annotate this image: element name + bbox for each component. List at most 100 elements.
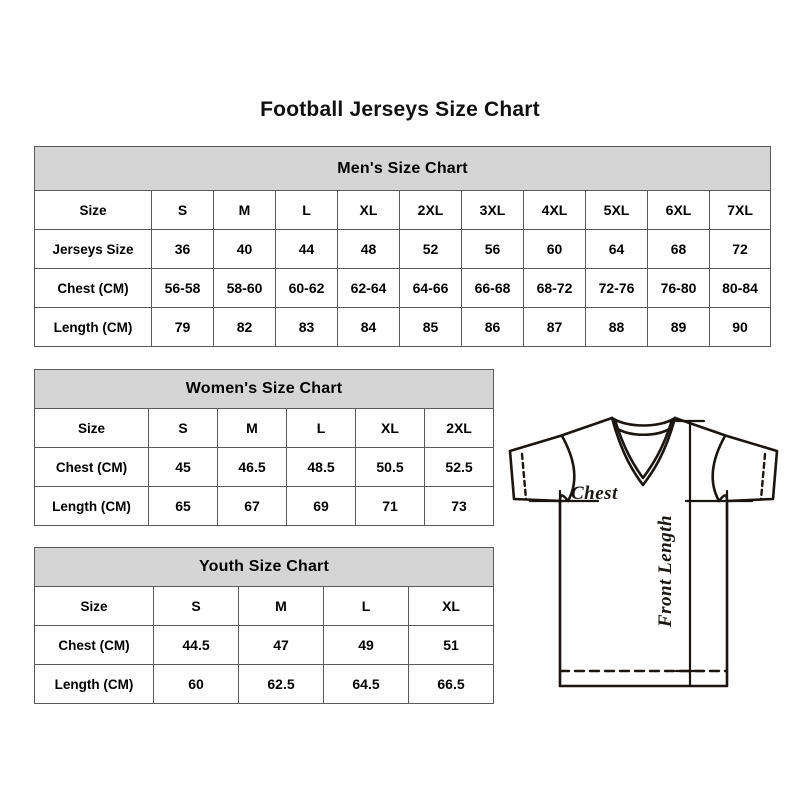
mens-header-xl: XL: [337, 190, 400, 230]
table-row: Chest (CM) 45 46.5 48.5 50.5 52.5: [34, 447, 495, 487]
table-cell: 65: [148, 486, 218, 526]
womens-header-l: L: [286, 408, 356, 448]
table-cell: 62-64: [337, 268, 400, 308]
table-cell: 80-84: [708, 268, 772, 308]
youth-header-xl: XL: [407, 586, 495, 626]
table-cell: 62.5: [238, 664, 324, 704]
table-row: Chest (CM) 44.5 47 49 51: [34, 625, 495, 665]
womens-header-2xl: 2XL: [423, 408, 495, 448]
table-cell: 60: [523, 229, 586, 269]
table-cell: 60: [153, 664, 239, 704]
mens-header-size: Size: [34, 190, 152, 230]
table-cell: 87: [523, 307, 586, 347]
table-cell: 72: [708, 229, 772, 269]
womens-band-title: Women's Size Chart: [33, 369, 495, 409]
table-cell: 48: [337, 229, 400, 269]
mens-header-7xl: 7XL: [708, 190, 772, 230]
womens-header-size: Size: [34, 408, 149, 448]
table-cell: 67: [217, 486, 287, 526]
table-cell: 56-58: [151, 268, 214, 308]
table-cell: 46.5: [217, 447, 287, 487]
table-cell: 40: [213, 229, 276, 269]
table-cell: 52: [399, 229, 462, 269]
table-cell: 44.5: [153, 625, 239, 665]
mens-header-2xl: 2XL: [399, 190, 462, 230]
table-band-row: Youth Size Chart: [33, 547, 495, 587]
table-cell: 82: [213, 307, 276, 347]
table-cell: 64: [585, 229, 648, 269]
table-cell: 89: [647, 307, 710, 347]
table-cell: 64.5: [323, 664, 409, 704]
table-cell: 50.5: [355, 447, 425, 487]
womens-row-label-length: Length (CM): [34, 486, 149, 526]
table-header-row: Size S M L XL: [34, 586, 495, 626]
youth-header-m: M: [238, 586, 324, 626]
table-band-row: Women's Size Chart: [33, 369, 495, 409]
mens-header-6xl: 6XL: [647, 190, 710, 230]
table-cell: 66-68: [461, 268, 524, 308]
table-row: Jerseys Size 36 40 44 48 52 56 60 64 68 …: [34, 229, 772, 269]
youth-header-l: L: [323, 586, 409, 626]
table-band-row: Men's Size Chart: [33, 146, 772, 191]
womens-header-s: S: [148, 408, 218, 448]
mens-size-chart-table: Men's Size Chart Size S M L XL 2XL 3XL 4…: [33, 146, 772, 347]
youth-row-label-chest: Chest (CM): [34, 625, 154, 665]
mens-header-5xl: 5XL: [585, 190, 648, 230]
table-header-row: Size S M L XL 2XL 3XL 4XL 5XL 6XL 7XL: [34, 190, 772, 230]
table-cell: 76-80: [647, 268, 710, 308]
table-cell: 58-60: [213, 268, 276, 308]
table-cell: 52.5: [423, 447, 495, 487]
youth-band-title: Youth Size Chart: [33, 547, 495, 587]
youth-header-s: S: [153, 586, 239, 626]
table-cell: 48.5: [286, 447, 356, 487]
chest-measurement-label: Chest: [571, 483, 618, 504]
table-cell: 72-76: [585, 268, 648, 308]
youth-size-chart-table: Youth Size Chart Size S M L XL Chest (CM…: [33, 547, 495, 704]
table-cell: 36: [151, 229, 214, 269]
table-row: Length (CM) 65 67 69 71 73: [34, 486, 495, 526]
table-header-row: Size S M L XL 2XL: [34, 408, 495, 448]
mens-row-label-length: Length (CM): [34, 307, 152, 347]
table-cell: 45: [148, 447, 218, 487]
table-cell: 83: [275, 307, 338, 347]
table-cell: 66.5: [407, 664, 495, 704]
mens-header-3xl: 3XL: [461, 190, 524, 230]
table-cell: 85: [399, 307, 462, 347]
mens-header-s: S: [151, 190, 214, 230]
table-cell: 68: [647, 229, 710, 269]
table-cell: 90: [708, 307, 772, 347]
mens-header-l: L: [275, 190, 338, 230]
table-row: Length (CM) 60 62.5 64.5 66.5: [34, 664, 495, 704]
table-cell: 79: [151, 307, 214, 347]
table-row: Length (CM) 79 82 83 84 85 86 87 88 89 9…: [34, 307, 772, 347]
table-cell: 49: [323, 625, 409, 665]
youth-header-size: Size: [34, 586, 154, 626]
table-cell: 64-66: [399, 268, 462, 308]
table-cell: 60-62: [275, 268, 338, 308]
front-length-measurement-label: Front Length: [655, 514, 677, 628]
womens-row-label-chest: Chest (CM): [34, 447, 149, 487]
table-cell: 68-72: [523, 268, 586, 308]
table-cell: 84: [337, 307, 400, 347]
table-row: Chest (CM) 56-58 58-60 60-62 62-64 64-66…: [34, 268, 772, 308]
table-cell: 88: [585, 307, 648, 347]
page-title: Football Jerseys Size Chart: [260, 98, 540, 121]
table-cell: 44: [275, 229, 338, 269]
youth-row-label-length: Length (CM): [34, 664, 154, 704]
table-cell: 86: [461, 307, 524, 347]
womens-header-xl: XL: [355, 408, 425, 448]
table-cell: 69: [286, 486, 356, 526]
table-cell: 73: [423, 486, 495, 526]
womens-size-chart-table: Women's Size Chart Size S M L XL 2XL Che…: [33, 369, 495, 526]
mens-header-4xl: 4XL: [523, 190, 586, 230]
mens-row-label-jerseys-size: Jerseys Size: [34, 229, 152, 269]
womens-header-m: M: [217, 408, 287, 448]
table-cell: 71: [355, 486, 425, 526]
jersey-measurement-diagram: [500, 395, 785, 690]
table-cell: 56: [461, 229, 524, 269]
mens-row-label-chest: Chest (CM): [34, 268, 152, 308]
table-cell: 47: [238, 625, 324, 665]
mens-band-title: Men's Size Chart: [33, 146, 772, 191]
mens-header-m: M: [213, 190, 276, 230]
